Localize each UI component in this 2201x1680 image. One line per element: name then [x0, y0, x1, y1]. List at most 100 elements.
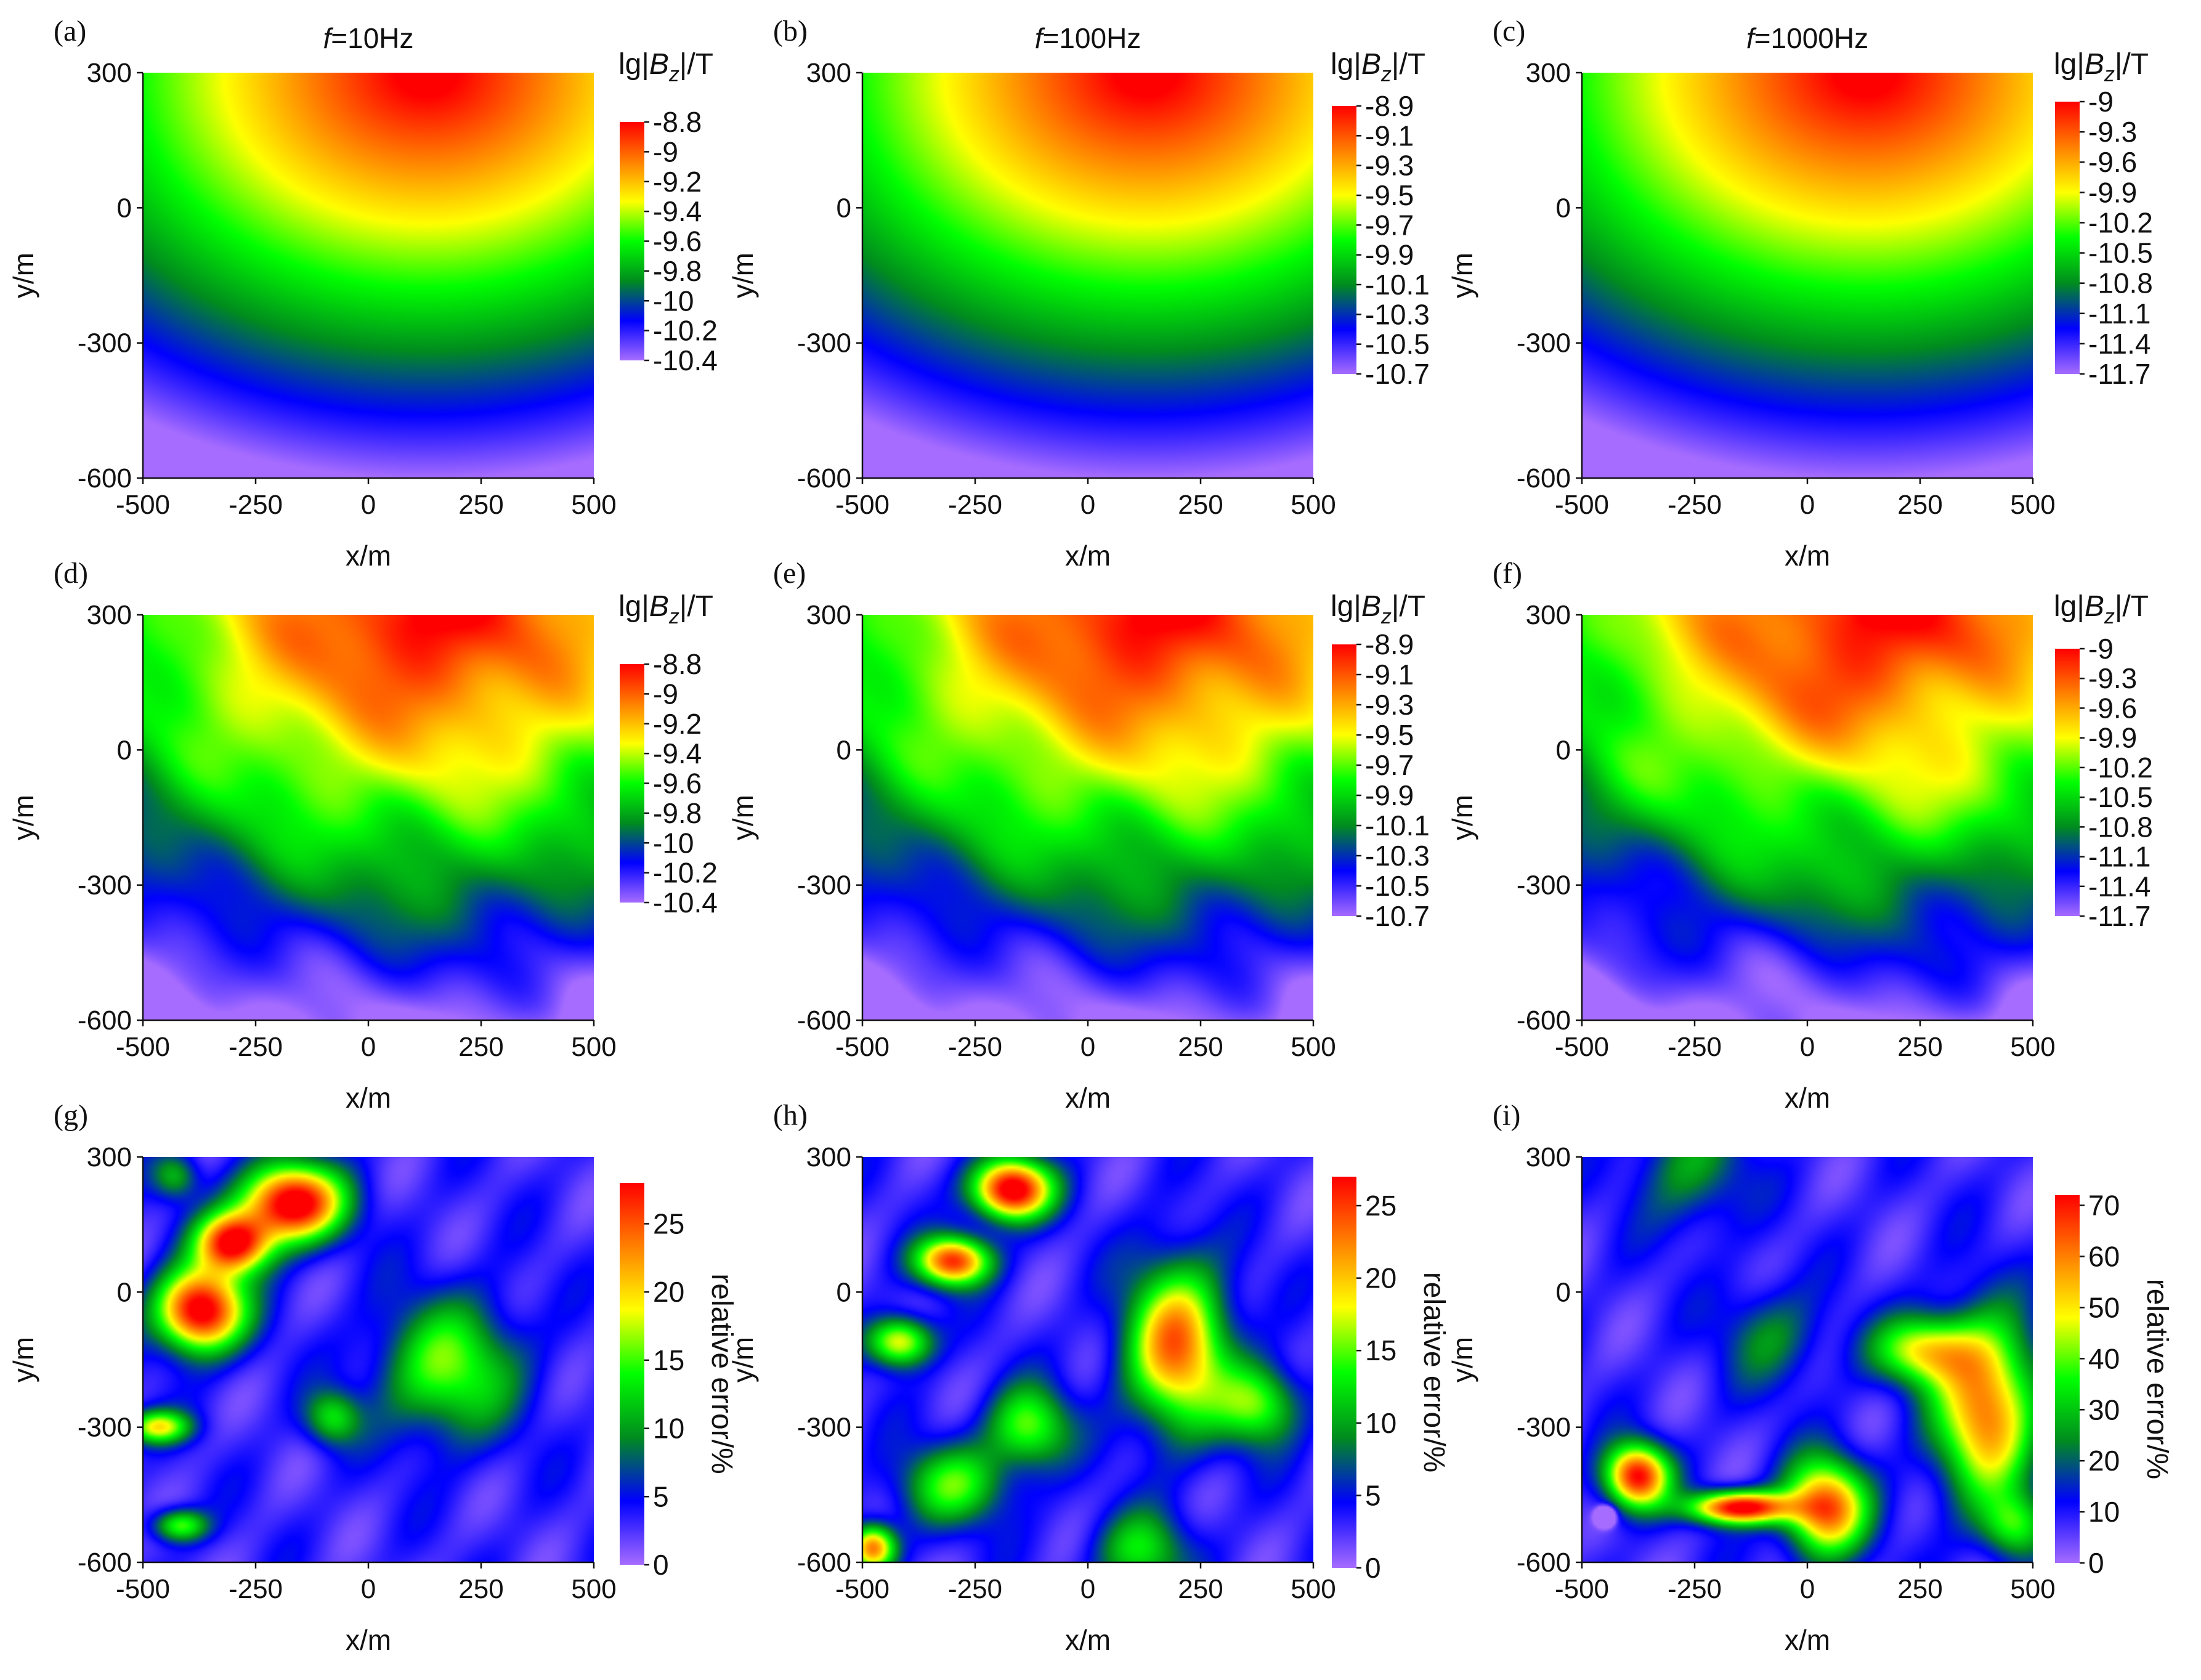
- colorbar-tick-label: 10: [1365, 1407, 1396, 1439]
- colorbar-tick-label: 20: [653, 1276, 684, 1308]
- x-tick-label: -250: [229, 490, 283, 520]
- x-tick-label: 250: [458, 490, 503, 520]
- x-tick-label: 250: [1897, 1574, 1942, 1604]
- colorbar-tick-label: -9: [2088, 86, 2114, 118]
- y-axis-label: y/m: [727, 795, 759, 840]
- colorbar-tick-label: -9.9: [1365, 239, 1414, 271]
- x-axis-label: x/m: [1785, 540, 1830, 572]
- colorbar-tick-label: -10.8: [2088, 267, 2153, 299]
- colorbar-tick-label: -10.5: [2088, 781, 2153, 813]
- colorbar-tick-label: -10.8: [2088, 811, 2153, 843]
- colorbar-tick-label: -11.1: [2088, 841, 2150, 873]
- colorbar-tick-label: -11.1: [2088, 298, 2150, 330]
- panel-letter: (i): [1493, 1099, 1520, 1132]
- y-tick-label: 0: [117, 735, 132, 765]
- title-variable: f: [1035, 22, 1045, 54]
- x-tick-label: -500: [1555, 1574, 1609, 1604]
- x-tick-label: 0: [1800, 1574, 1815, 1604]
- x-tick-label: 250: [1178, 1032, 1223, 1062]
- colorbar-tick-label: -10.3: [1365, 840, 1430, 872]
- colorbar-tick-label: 70: [2088, 1190, 2120, 1222]
- x-tick-label: 500: [1291, 490, 1336, 520]
- colorbar-tick-label: 5: [1365, 1479, 1381, 1511]
- colorbar-tick-label: -10.1: [1365, 810, 1430, 842]
- title-variable: f: [323, 22, 333, 54]
- x-tick-label: 500: [571, 1574, 616, 1604]
- colorbar-label-var: B: [1361, 590, 1381, 623]
- colorbar-tick-label: -10.2: [653, 315, 718, 347]
- colorbar-tick-label: 25: [1365, 1190, 1396, 1222]
- colorbar-tick-label: -9.2: [653, 166, 702, 198]
- x-tick-label: -500: [1555, 490, 1609, 520]
- colorbar-tick-label: 60: [2088, 1241, 2120, 1273]
- y-tick-label: 300: [87, 600, 132, 630]
- heatmap-image: [143, 615, 594, 1020]
- colorbar-tick-label: -9.3: [2088, 116, 2137, 148]
- colorbar-label-prefix: lg|: [2054, 590, 2085, 623]
- colorbar-label-sub: z: [1380, 605, 1392, 628]
- colorbar-tick-label: -9.9: [2088, 722, 2137, 754]
- colorbar-tick-label: -9.9: [2088, 176, 2137, 208]
- heatmap-image: [143, 73, 594, 478]
- colorbar-tick-label: -11.7: [2088, 358, 2150, 390]
- colorbar-tick-label: -9.1: [1365, 120, 1414, 152]
- panel-b: -500 -250 0 250 500 -600 -300 0 300 x/m y/m (b) f=10…: [727, 15, 1430, 572]
- colorbar-tick-label: -8.9: [1365, 628, 1414, 660]
- panel-g: -500 -250 0 250 500 -600 -300 0 300 x/m y/m (g) 25 20…: [7, 1099, 738, 1656]
- y-tick-label: -300: [1517, 1413, 1571, 1443]
- panel-i: -500 -250 0 250 500-600-3000300x/my/m(i)7060…: [1446, 1099, 2173, 1656]
- x-tick-label: 0: [361, 1574, 376, 1604]
- y-axis-label: y/m: [7, 795, 39, 840]
- colorbar-tick-label: -9: [653, 136, 678, 168]
- colorbar-tick-label: -11.4: [2088, 328, 2150, 360]
- colorbar-label-sub: z: [2104, 605, 2115, 628]
- x-axis-label: x/m: [1785, 1082, 1830, 1114]
- x-tick-label: -500: [116, 1574, 170, 1604]
- y-tick-label: -300: [1517, 328, 1571, 359]
- y-tick-label: -600: [797, 1005, 851, 1036]
- colorbar-tick-label: -9.4: [653, 195, 702, 227]
- y-axis-label: y/m: [1446, 253, 1478, 298]
- y-tick-label: -300: [78, 870, 132, 901]
- x-tick-label: -250: [948, 1574, 1002, 1604]
- colorbar-tick-label: -9.1: [1365, 659, 1414, 691]
- colorbar-label-suffix: |/T: [2115, 48, 2149, 81]
- y-tick-label: -600: [797, 1548, 851, 1578]
- y-tick-label: 0: [1556, 1277, 1571, 1307]
- colorbar-tick-label: -9.5: [1365, 179, 1414, 211]
- y-tick-label: 300: [806, 58, 851, 88]
- heatmap-image: [862, 1157, 1313, 1562]
- panel-letter: (h): [773, 1099, 808, 1132]
- x-tick-label: 250: [1178, 1574, 1223, 1604]
- y-tick-label: -600: [1517, 1005, 1571, 1036]
- x-axis-label: x/m: [346, 1624, 391, 1656]
- colorbar-tick-label: -10: [653, 827, 694, 859]
- colorbar-label-suffix: |/T: [2115, 590, 2149, 623]
- x-tick-label: -500: [835, 490, 890, 520]
- colorbar-tick-label: -9.2: [653, 708, 702, 740]
- colorbar-tick-label: -9.7: [1365, 749, 1414, 781]
- y-tick-label: 0: [1556, 735, 1571, 765]
- x-tick-label: 250: [1897, 1032, 1942, 1062]
- colorbar-tick-label: 30: [2088, 1394, 2120, 1426]
- y-axis-label: y/m: [7, 1337, 39, 1382]
- colorbar-label-suffix: |/T: [679, 590, 713, 623]
- y-tick-label: -300: [797, 328, 851, 359]
- colorbar-tick-label: -10: [653, 285, 694, 317]
- colorbar-label-var: B: [2085, 48, 2104, 81]
- x-tick-label: 500: [571, 1032, 616, 1062]
- colorbar-tick-label: -9.8: [653, 797, 702, 829]
- y-axis-label: y/m: [1446, 1337, 1478, 1382]
- x-tick-label: 500: [571, 490, 616, 520]
- x-tick-label: 0: [1080, 490, 1095, 520]
- x-axis-label: x/m: [1065, 1624, 1111, 1656]
- x-tick-label: 500: [2010, 1574, 2055, 1604]
- colorbar-tick-label: -10.5: [1365, 328, 1430, 360]
- panel-letter: (c): [1493, 15, 1525, 47]
- panel-c: -500 -250 0 250 500 -600 -300 0 300 x/m y/m (c) f=10…: [1446, 15, 2153, 572]
- x-tick-label: 0: [361, 490, 376, 520]
- heatmap-image: [143, 1157, 594, 1562]
- title-value: =1000Hz: [1754, 22, 1868, 54]
- colorbar-label-var: B: [649, 48, 669, 81]
- y-tick-label: -600: [797, 463, 851, 493]
